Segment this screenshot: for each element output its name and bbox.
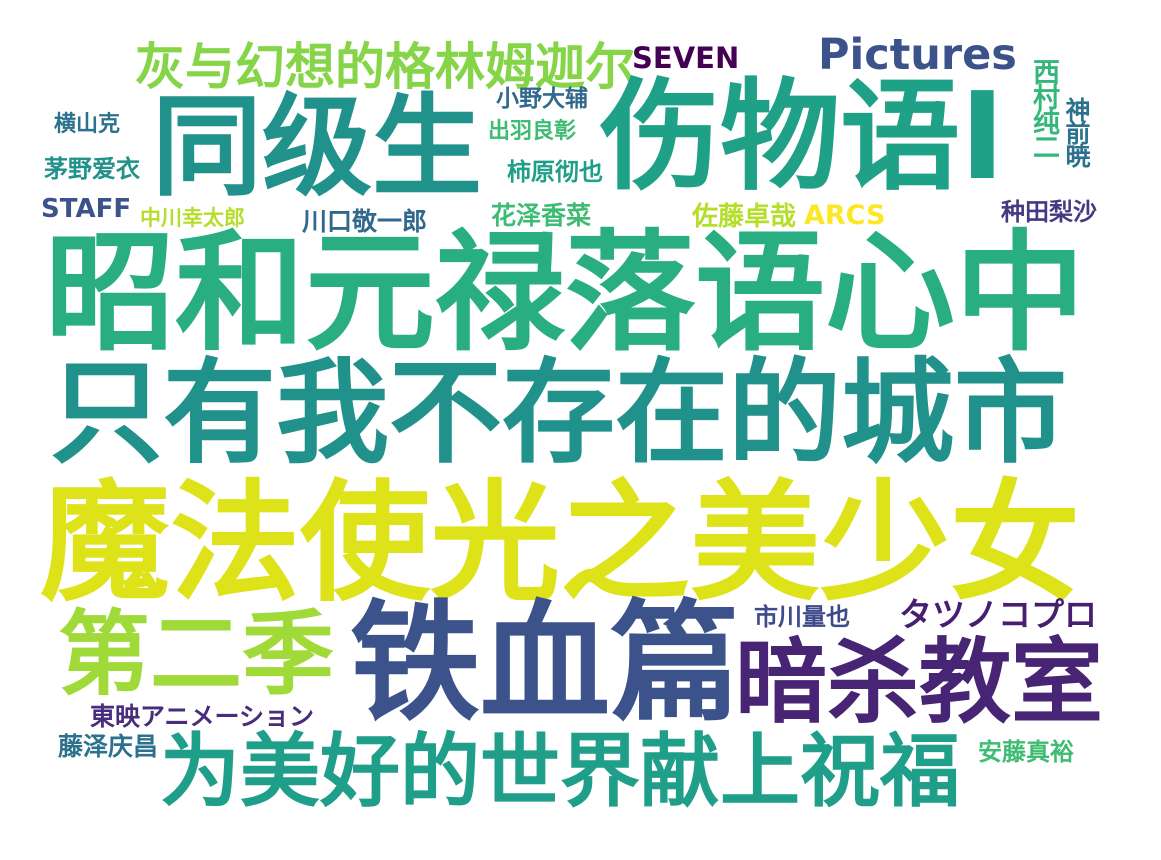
word-kawaguchi: 川口敬一郎 xyxy=(302,207,428,236)
word-ono: 小野大辅 xyxy=(496,86,588,112)
word-taneda: 种田梨沙 xyxy=(1001,198,1097,226)
word-kayano: 茅野爱衣 xyxy=(44,155,140,183)
word-tekketsu: 铁血篇 xyxy=(350,587,741,739)
word-pictures: Pictures xyxy=(818,30,1017,80)
word-tatsunoko: タツノコプロ xyxy=(899,595,1097,634)
word-ansatsu: 暗杀教室 xyxy=(735,629,1104,736)
word-sato: 佐藤卓哉 xyxy=(692,202,797,232)
word-nakagawa: 中川幸太郎 xyxy=(140,206,245,230)
word-rakugo: 昭和元禄落语心中 xyxy=(45,217,1086,369)
word-kakihara: 柿原彻也 xyxy=(507,158,603,186)
word-staff: STAFF xyxy=(41,194,132,224)
word-yokoyama: 横山克 xyxy=(54,112,121,137)
word-seven: SEVEN xyxy=(632,41,740,75)
word-ando: 安藤真裕 xyxy=(978,738,1074,766)
word-doukyuusei: 同级生 xyxy=(152,83,482,211)
word-kizumonogatari: 伤物语I xyxy=(600,68,1005,207)
word-arcs: ARCS xyxy=(804,200,886,231)
word-ichikawa: 市川量也 xyxy=(754,603,850,631)
word-hanazawa: 花泽香菜 xyxy=(491,201,592,230)
word-dewa: 出羽良彰 xyxy=(488,119,577,144)
word-kousaki: 神前暁 xyxy=(1062,97,1091,166)
word-toei: 東映アニメーション xyxy=(90,702,315,731)
word-erased: 只有我不存在的城市 xyxy=(50,347,1067,479)
word-season2: 第二季 xyxy=(58,601,335,708)
word-fujisawa: 藤泽庆昌 xyxy=(58,732,159,761)
word-grimgar: 灰与幻想的格林姆迦尔 xyxy=(135,38,635,96)
word-nishimura: 西村纯二 xyxy=(1028,58,1059,158)
word-precure: 魔法使光之美少女 xyxy=(40,467,1081,619)
word-konosuba: 为美好的世界献上祝福 xyxy=(160,725,960,818)
